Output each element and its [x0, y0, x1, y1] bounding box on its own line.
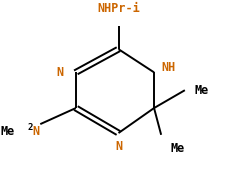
Text: NHPr-i: NHPr-i: [97, 2, 140, 15]
Text: Me: Me: [0, 125, 14, 138]
Text: N: N: [32, 125, 39, 138]
Text: N: N: [115, 140, 122, 153]
Text: 2: 2: [27, 123, 33, 132]
Text: Me: Me: [194, 84, 209, 97]
Text: NH: NH: [161, 61, 175, 74]
Text: N: N: [57, 66, 64, 79]
Text: Me: Me: [171, 142, 185, 155]
